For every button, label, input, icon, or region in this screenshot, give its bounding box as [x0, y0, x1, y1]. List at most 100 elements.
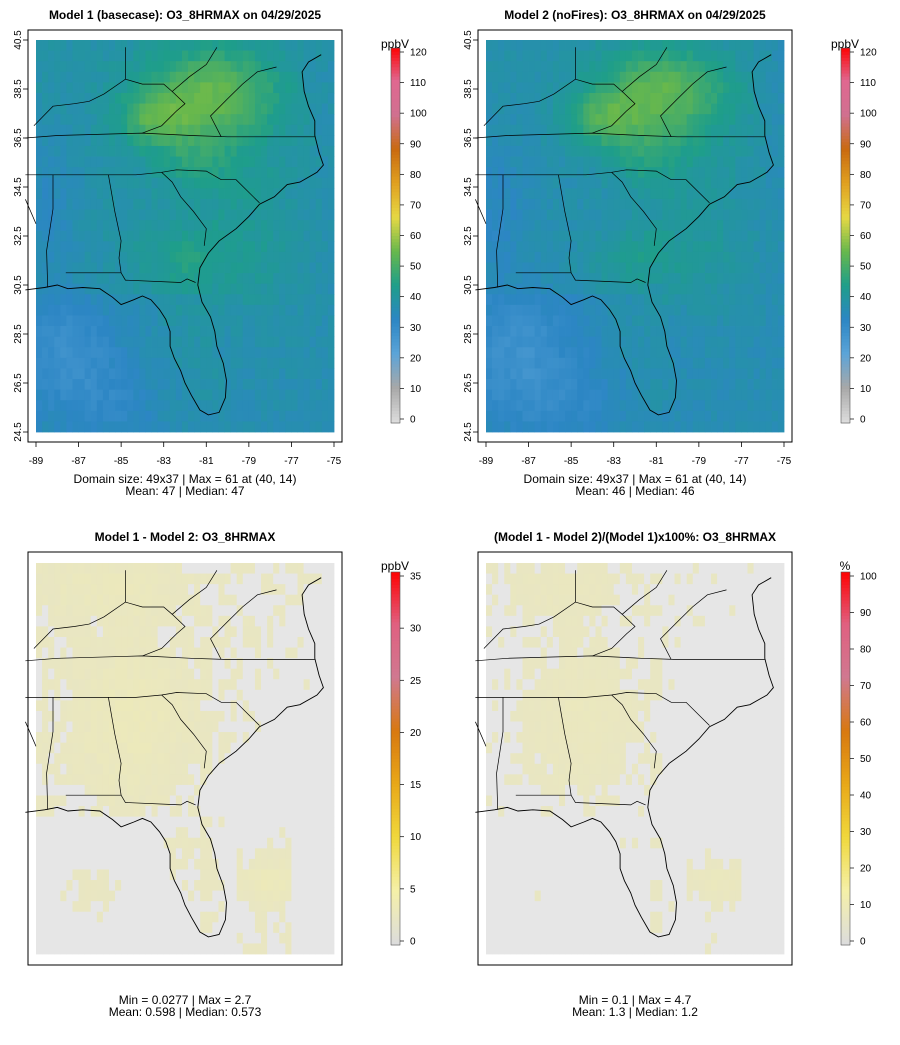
grid-cell	[522, 241, 529, 253]
grid-cell	[127, 379, 134, 391]
grid-cell	[297, 615, 304, 627]
grid-cell	[717, 273, 724, 285]
grid-cell	[188, 315, 195, 327]
grid-cell	[188, 304, 195, 316]
grid-cell	[194, 156, 201, 168]
grid-cell	[297, 71, 304, 83]
grid-cell	[571, 326, 578, 338]
grid-cell	[181, 400, 189, 412]
grid-cell	[662, 61, 669, 73]
grid-cell	[60, 647, 67, 659]
grid-cell	[650, 61, 657, 73]
grid-cell	[224, 198, 232, 210]
grid-cell	[534, 336, 542, 348]
grid-cell	[625, 50, 633, 62]
grid-cell	[206, 103, 213, 115]
grid-cell	[589, 389, 596, 401]
grid-cell	[285, 700, 292, 712]
grid-cell	[60, 40, 67, 51]
grid-cell	[115, 615, 122, 627]
grid-cell	[188, 177, 195, 189]
grid-cell	[717, 92, 724, 104]
grid-cell	[504, 357, 511, 369]
grid-cell	[108, 732, 116, 744]
colorbar-segment	[391, 235, 400, 240]
grid-cell	[279, 689, 286, 701]
grid-cell	[212, 594, 219, 606]
grid-cell	[121, 336, 128, 348]
grid-cell	[638, 368, 645, 380]
grid-cell	[151, 721, 159, 733]
grid-cell	[108, 742, 116, 754]
grid-cell	[607, 410, 615, 422]
grid-cell	[504, 410, 511, 422]
grid-cell	[546, 114, 554, 126]
grid-cell	[571, 167, 578, 179]
grid-cell	[692, 273, 700, 285]
grid-cell	[102, 114, 110, 126]
grid-cell	[662, 114, 669, 126]
grid-cell	[127, 605, 134, 617]
grid-cell	[151, 573, 159, 585]
grid-cell	[42, 40, 49, 51]
grid-cell	[686, 124, 694, 136]
grid-cell	[315, 357, 323, 369]
grid-cell	[668, 61, 675, 73]
grid-cell	[492, 71, 499, 83]
grid-cell	[650, 379, 657, 391]
grid-cell	[771, 50, 779, 62]
grid-cell	[108, 326, 116, 338]
grid-cell	[644, 336, 651, 348]
grid-cell	[607, 283, 615, 295]
grid-cell	[698, 92, 706, 104]
grid-cell	[224, 135, 232, 147]
grid-cell	[638, 71, 645, 83]
grid-cell	[236, 563, 244, 574]
grid-cell	[315, 563, 323, 574]
grid-cell	[504, 400, 511, 412]
grid-cell	[285, 145, 292, 157]
grid-cell	[42, 594, 49, 606]
grid-cell	[175, 658, 183, 670]
grid-cell	[565, 71, 572, 83]
grid-cell	[619, 304, 627, 316]
grid-cell	[656, 209, 663, 221]
grid-cell	[254, 410, 262, 422]
grid-cell	[741, 283, 748, 295]
grid-cell	[528, 114, 536, 126]
grid-cell	[607, 198, 615, 210]
colorbar-tick-label: 20	[410, 353, 422, 364]
grid-cell	[674, 188, 682, 200]
grid-cell	[261, 626, 268, 638]
colorbar-segment	[841, 194, 850, 199]
grid-cell	[771, 315, 779, 327]
grid-cell	[504, 241, 511, 253]
grid-cell	[236, 145, 244, 157]
grid-cell	[297, 273, 304, 285]
grid-cell	[194, 668, 201, 680]
grid-cell	[115, 336, 122, 348]
grid-cell	[212, 379, 219, 391]
grid-cell	[638, 167, 645, 179]
grid-cell	[267, 721, 274, 733]
grid-cell	[102, 262, 110, 274]
grid-cell	[607, 389, 615, 401]
grid-cell	[169, 220, 177, 232]
grid-cell	[595, 167, 602, 179]
grid-cell	[492, 273, 499, 285]
grid-cell	[777, 156, 785, 168]
grid-cell	[571, 92, 578, 104]
grid-cell	[631, 209, 639, 221]
grid-cell	[686, 283, 694, 295]
grid-cell	[175, 103, 183, 115]
grid-cell	[492, 336, 499, 348]
grid-cell	[279, 145, 286, 157]
grid-cell	[492, 230, 499, 242]
grid-cell	[36, 573, 43, 585]
grid-cell	[753, 40, 761, 51]
grid-cell	[589, 198, 596, 210]
grid-cell	[595, 357, 602, 369]
grid-cell	[236, 50, 244, 62]
grid-cell	[686, 400, 694, 412]
grid-cell	[565, 61, 572, 73]
